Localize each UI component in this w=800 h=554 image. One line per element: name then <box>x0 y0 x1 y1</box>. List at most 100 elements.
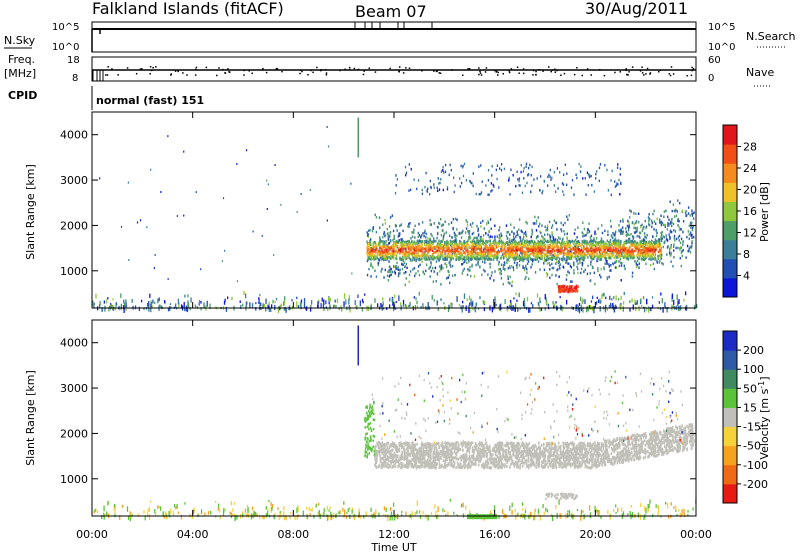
nave-point <box>516 66 519 68</box>
nave-point <box>205 66 208 69</box>
power-envelope-cell <box>673 256 675 259</box>
power-band-cell <box>565 247 567 251</box>
power-envelope-cell <box>372 227 374 230</box>
power-envelope-cell <box>433 222 435 225</box>
power-band-cell <box>643 253 646 256</box>
power-band-cell <box>475 247 478 250</box>
power-envelope-cell <box>506 231 508 234</box>
power-noise-cell <box>249 302 251 308</box>
power-envelope-cell <box>653 220 656 223</box>
power-noise-cell <box>246 301 248 305</box>
power-envelope-cell <box>408 273 411 277</box>
power-streak-cell <box>620 181 622 185</box>
power-envelope-cell <box>573 251 575 255</box>
nave-point <box>497 71 499 74</box>
power-noise-cell <box>584 299 586 304</box>
power-envelope-cell <box>656 260 658 263</box>
power-band-cell <box>608 242 611 246</box>
power-envelope-cell <box>545 271 548 275</box>
power-envelope-cell <box>585 233 587 237</box>
power-streak-cell <box>527 173 530 176</box>
power-noise-cell <box>120 303 123 310</box>
power-blob-cell <box>575 286 578 290</box>
power-envelope-cell <box>621 231 624 234</box>
power-band-cell <box>631 249 634 253</box>
power-noise-cell <box>646 307 648 311</box>
power-band-cell <box>483 241 485 245</box>
power-band-cell <box>650 257 653 260</box>
power-band-cell <box>642 256 645 260</box>
power-envelope-cell <box>440 234 443 237</box>
power-noise-cell <box>642 296 645 300</box>
power-band-cell <box>375 248 377 251</box>
power-streak-cell <box>539 175 542 178</box>
power-band-cell <box>414 253 416 256</box>
power-band-cell <box>531 247 533 250</box>
power-band-cell <box>648 244 651 247</box>
power-band-cell <box>533 250 535 253</box>
power-envelope-cell <box>678 239 680 242</box>
power-blob-cell <box>570 286 572 290</box>
power-noise-cell <box>506 307 509 312</box>
power-isolated-cell <box>236 280 239 283</box>
power-band-cell <box>546 253 548 256</box>
power-envelope-cell <box>630 232 632 236</box>
power-band-cell <box>644 254 646 258</box>
power-band-cell <box>609 240 611 244</box>
power-envelope-cell <box>674 209 676 213</box>
power-envelope-cell <box>632 237 634 240</box>
power-noise-cell <box>364 293 366 296</box>
power-band-cell <box>587 249 589 253</box>
power-band-cell <box>591 248 594 251</box>
power-envelope-cell <box>448 270 450 274</box>
power-envelope-cell <box>677 236 680 239</box>
power-band-cell <box>622 248 625 252</box>
beam-title: Beam 07 <box>355 2 427 21</box>
power-band-cell <box>540 247 543 250</box>
power-band-cell <box>427 251 429 254</box>
power-band-cell <box>446 254 448 258</box>
power-envelope-cell <box>672 249 675 252</box>
power-envelope-cell <box>634 260 636 263</box>
power-band-cell <box>406 242 408 245</box>
power-band-cell <box>642 254 644 258</box>
power-band-cell <box>509 251 512 255</box>
power-envelope-cell <box>614 237 617 241</box>
velocity-noise-cell <box>533 515 535 521</box>
power-band-cell <box>553 256 555 260</box>
power-noise-cell <box>297 305 300 308</box>
power-band-cell <box>524 244 527 247</box>
power-band-cell <box>614 254 616 258</box>
power-noise-cell <box>635 306 637 312</box>
power-envelope-cell <box>625 239 627 243</box>
power-band-cell <box>459 246 461 249</box>
power-noise-cell <box>158 297 160 302</box>
power-noise-cell <box>591 295 594 300</box>
power-envelope-cell <box>480 221 482 225</box>
power-envelope-cell <box>420 234 423 237</box>
power-noise-cell <box>109 305 111 309</box>
power-band-cell <box>583 241 585 244</box>
power-band-cell <box>464 247 467 251</box>
velocity-noise-cell <box>469 510 471 515</box>
power-band-cell <box>439 257 441 261</box>
power-envelope-cell <box>661 230 663 234</box>
power-envelope-cell <box>608 265 611 268</box>
power-band-cell <box>451 242 454 245</box>
power-envelope-cell <box>519 237 522 241</box>
power-envelope-cell <box>377 258 380 261</box>
power-envelope-cell <box>414 236 416 239</box>
power-streak-cell <box>517 178 519 181</box>
power-band-cell <box>498 250 501 254</box>
power-band-cell <box>572 241 575 245</box>
power-envelope-cell <box>658 243 661 246</box>
power-envelope-cell <box>396 261 398 265</box>
power-envelope-cell <box>397 274 400 278</box>
power-band-cell <box>542 241 544 244</box>
power-noise-cell <box>601 294 603 299</box>
power-envelope-cell <box>610 225 612 228</box>
power-noise-cell <box>484 300 486 305</box>
power-noise-cell <box>412 305 414 309</box>
power-envelope-cell <box>383 276 385 279</box>
power-envelope-cell <box>389 265 391 269</box>
